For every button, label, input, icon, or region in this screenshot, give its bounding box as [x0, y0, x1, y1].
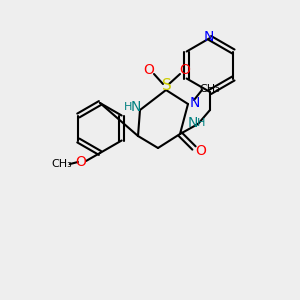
Text: N: N — [204, 30, 214, 44]
Text: CH₃: CH₃ — [52, 159, 72, 169]
Text: O: O — [76, 155, 86, 169]
Text: H: H — [197, 118, 205, 128]
Text: H: H — [124, 102, 132, 112]
Text: O: O — [196, 144, 206, 158]
Text: N: N — [188, 116, 198, 130]
Text: S: S — [162, 77, 172, 92]
Text: O: O — [180, 63, 190, 77]
Text: O: O — [144, 63, 154, 77]
Text: N: N — [190, 96, 200, 110]
Text: CH₃: CH₃ — [200, 84, 220, 94]
Text: N: N — [131, 100, 141, 114]
